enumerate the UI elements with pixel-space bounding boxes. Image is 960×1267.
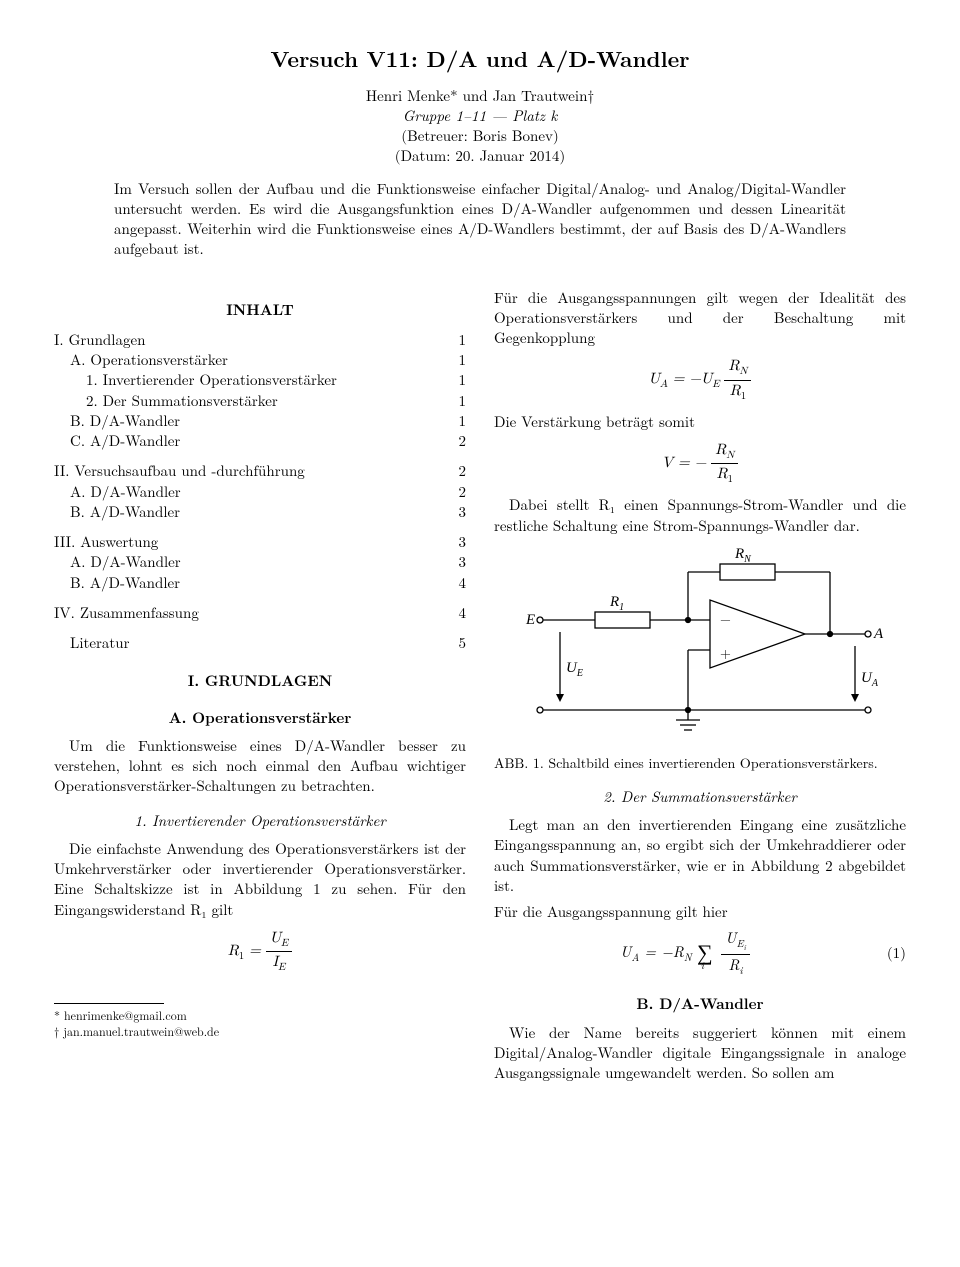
toc-section-3: III. Auswertung 3 A. D/A-Wandler 3 B. A/D-… — [54, 532, 466, 593]
toc-page: 2 — [458, 482, 466, 502]
toc-entry: II. Versuchsaufbau und -durchführung — [54, 461, 305, 481]
equation-sum: UA = −RN ∑i UEiRi (1) — [494, 928, 906, 978]
figure-1-caption: ABB. 1. Schaltbild eines invertierenden … — [494, 754, 906, 773]
toc-entry: I. Grundlagen — [54, 330, 145, 350]
circuit-label-ue: UE — [566, 660, 583, 679]
body-paragraph: Um die Funktionsweise eines D/A-Wandler … — [54, 736, 466, 797]
body-paragraph: Die Verstärkung beträgt somit — [494, 412, 906, 432]
equation-v: V = − RNR1 — [494, 440, 906, 487]
abstract-text: Im Versuch sollen der Aufbau und die Fun… — [114, 179, 846, 260]
equation-number: (1) — [876, 943, 906, 963]
circuit-label-rn: RN — [734, 546, 752, 565]
toc-page: 3 — [458, 552, 466, 572]
body-paragraph: Für die Ausgangsspannung gilt hier — [494, 902, 906, 922]
toc-page: 3 — [458, 532, 466, 552]
toc-section-4: IV. Zusammenfassung 4 — [54, 603, 466, 623]
toc-entry: C. A/D-Wandler — [70, 431, 180, 451]
document-title: Versuch V11: D/A und A/D-Wandler — [54, 44, 906, 74]
toc-page: 2 — [458, 431, 466, 451]
toc-entry: 2. Der Summationsverstärker — [86, 391, 278, 411]
toc-page: 4 — [458, 603, 466, 623]
circuit-label-ua: UA — [861, 670, 879, 689]
body-paragraph: Wie der Name bereits suggeriert können m… — [494, 1023, 906, 1084]
toc-entry: 1. Invertierender Operationsverstärker — [86, 370, 337, 390]
toc-section-1: I. Grundlagen1 A. Operationsverstärker1 … — [54, 330, 466, 452]
toc-entry: Literatur — [70, 633, 129, 653]
footnote-2: † jan.manuel.trautwein@web.de — [54, 1024, 466, 1040]
subsubsection-1a1-heading: 1. Invertierender Operationsverstärker — [54, 811, 466, 831]
right-column: Für die Ausgangsspannungen gilt wegen de… — [494, 282, 906, 1090]
toc-entry: B. A/D-Wandler — [70, 502, 180, 522]
toc-entry: IV. Zusammenfassung — [54, 603, 199, 623]
toc-entry: B. A/D-Wandler — [70, 573, 180, 593]
body-paragraph: Legt man an den invertierenden Eingang e… — [494, 815, 906, 896]
toc-heading: INHALT — [54, 300, 466, 320]
group-line: Gruppe 1–11 — Platz k — [54, 106, 906, 126]
supervisor-line: (Betreuer: Boris Bonev) — [54, 126, 906, 146]
subsection-1a-heading: A. Operationsverstärker — [54, 708, 466, 728]
toc-entry: A. D/A-Wandler — [70, 552, 181, 572]
toc-page: 4 — [458, 573, 466, 593]
section-1-heading: I. GRUNDLAGEN — [54, 671, 466, 691]
body-paragraph: Die einfachste Anwendung des Operationsv… — [54, 839, 466, 920]
circuit-diagram: − + — [510, 542, 890, 742]
equation-ua: UA = −UE RNR1 — [494, 356, 906, 403]
two-column-layout: INHALT I. Grundlagen 1 A. Operationsverst… — [54, 282, 906, 1090]
toc-page: 3 — [458, 502, 466, 522]
body-paragraph: Dabei stellt R₁ einen Spannungs-Strom-Wa… — [494, 495, 906, 536]
footnote-1: * henrimenke@gmail.com — [54, 1008, 466, 1024]
date-line: (Datum: 20. Januar 2014) — [54, 146, 906, 166]
toc-entry: B. D/A-Wandler — [70, 411, 180, 431]
authors-line: Henri Menke* und Jan Trautwein† — [54, 86, 906, 106]
circuit-label-a: A — [873, 626, 884, 642]
toc-page: 1 — [458, 350, 466, 370]
toc-page: 1 — [458, 411, 466, 431]
equation-r1: R1 = UEIE — [54, 928, 466, 975]
svg-text:−: − — [720, 609, 731, 629]
footnote-rule — [54, 1003, 164, 1004]
body-paragraph: Für die Ausgangsspannungen gilt wegen de… — [494, 288, 906, 349]
toc-page: 1 — [458, 330, 466, 350]
toc-section-2: II. Versuchsaufbau und -durchführung 2 A.… — [54, 461, 466, 522]
toc-page: 5 — [458, 633, 466, 653]
toc-page: 1 — [458, 370, 466, 390]
left-column: INHALT I. Grundlagen 1 A. Operationsverst… — [54, 282, 466, 1090]
subsection-1b-heading: B. D/A-Wandler — [494, 994, 906, 1014]
toc-page: 2 — [458, 461, 466, 481]
svg-text:+: + — [720, 643, 731, 663]
circuit-label-e: E — [525, 612, 535, 628]
toc-entry: A. Operationsverstärker — [70, 350, 228, 370]
toc-page: 1 — [458, 391, 466, 411]
toc-entry: III. Auswertung — [54, 532, 158, 552]
subsubsection-1a2-heading: 2. Der Summationsverstärker — [494, 787, 906, 807]
toc-entry: A. D/A-Wandler — [70, 482, 181, 502]
toc-literature: Literatur 5 — [54, 633, 466, 653]
circuit-label-r1: R1 — [609, 594, 624, 613]
